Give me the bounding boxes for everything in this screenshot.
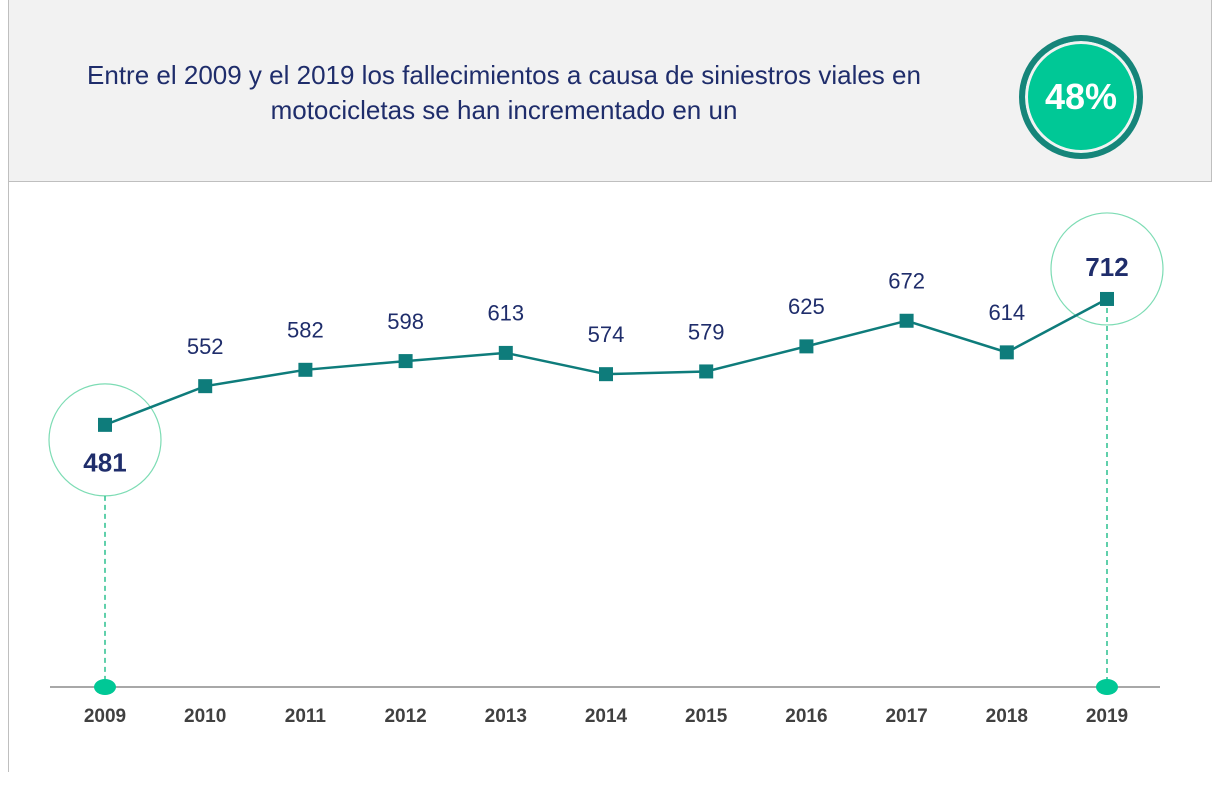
x-tick-label: 2016 bbox=[785, 706, 827, 727]
badge: 48% bbox=[1019, 35, 1143, 159]
x-tick-label: 2014 bbox=[585, 706, 628, 727]
data-label: 574 bbox=[588, 322, 625, 347]
marker bbox=[599, 367, 613, 382]
marker bbox=[298, 362, 313, 377]
data-label: 481 bbox=[83, 448, 126, 478]
data-label: 579 bbox=[688, 319, 725, 344]
marker bbox=[899, 313, 914, 328]
marker bbox=[699, 364, 714, 379]
data-label: 712 bbox=[1085, 252, 1128, 282]
x-tick-label: 2019 bbox=[1086, 706, 1128, 727]
header-box: Entre el 2009 y el 2019 los fallecimient… bbox=[8, 0, 1212, 182]
x-tick-label: 2009 bbox=[84, 706, 126, 727]
x-tick-label: 2010 bbox=[184, 706, 226, 727]
marker bbox=[1100, 291, 1114, 306]
axis-dot bbox=[94, 679, 116, 695]
data-label: 582 bbox=[287, 318, 324, 343]
data-label: 672 bbox=[888, 269, 925, 294]
highlight-ring bbox=[1050, 212, 1164, 326]
marker bbox=[98, 417, 112, 432]
data-label: 552 bbox=[187, 334, 224, 359]
data-label: 613 bbox=[487, 301, 524, 326]
marker bbox=[498, 345, 513, 360]
marker bbox=[398, 354, 413, 369]
data-label: 625 bbox=[788, 294, 825, 319]
x-tick-label: 2013 bbox=[485, 706, 527, 727]
axis-dot bbox=[1096, 679, 1118, 695]
x-tick-label: 2011 bbox=[285, 706, 327, 727]
data-label: 598 bbox=[387, 309, 424, 334]
marker bbox=[999, 345, 1014, 360]
frame-line bbox=[8, 182, 9, 772]
marker bbox=[799, 339, 814, 354]
data-label: 614 bbox=[988, 300, 1025, 325]
x-tick-label: 2015 bbox=[685, 706, 728, 727]
line bbox=[104, 297, 1108, 427]
x-tick-label: 2017 bbox=[885, 706, 927, 727]
chart-title: Entre el 2009 y el 2019 los fallecimient… bbox=[87, 60, 921, 125]
x-tick-label: 2012 bbox=[384, 706, 426, 727]
highlight-ring bbox=[48, 383, 162, 497]
marker bbox=[198, 379, 213, 394]
x-tick-label: 2018 bbox=[986, 706, 1028, 727]
